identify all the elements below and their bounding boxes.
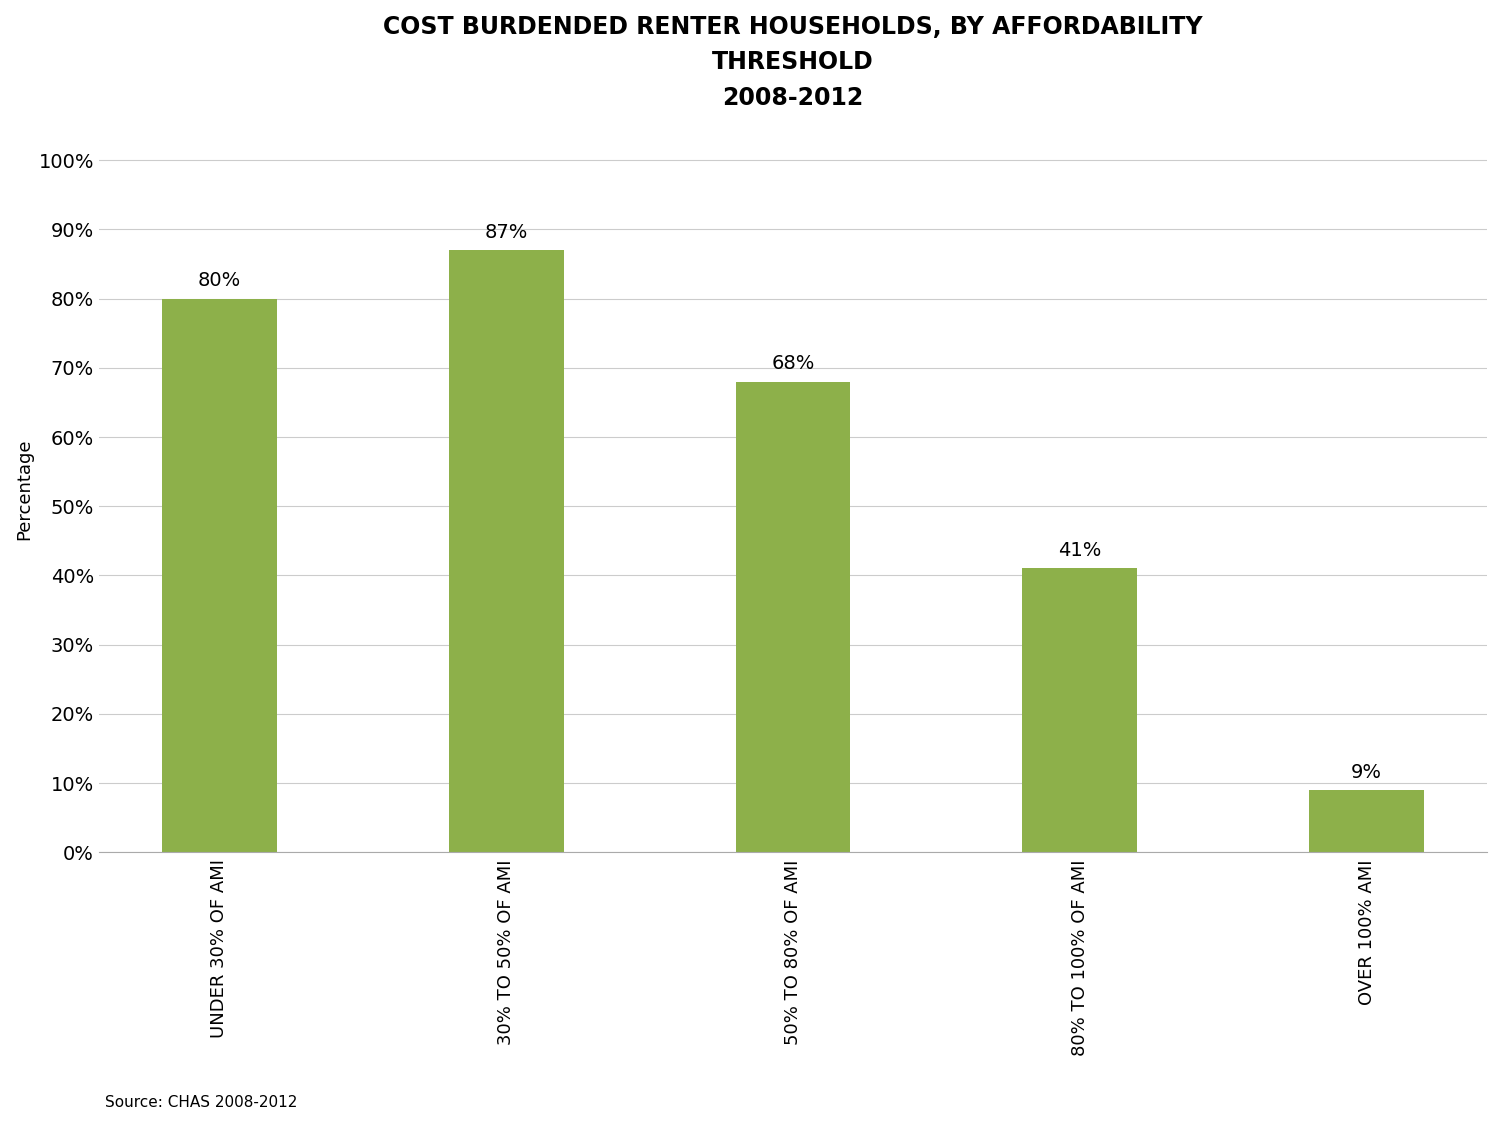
Bar (1310, 790, 1424, 852)
Text: 9%: 9% (1350, 763, 1382, 782)
Bar (736, 382, 850, 852)
Text: 80%: 80% (198, 272, 240, 291)
Bar (162, 299, 276, 852)
Text: 41%: 41% (1057, 541, 1101, 560)
Bar (1023, 568, 1137, 852)
Title: COST BURDENDED RENTER HOUSEHOLDS, BY AFFORDABILITY
THRESHOLD
2008-2012: COST BURDENDED RENTER HOUSEHOLDS, BY AFF… (383, 15, 1203, 109)
Y-axis label: Percentage: Percentage (15, 438, 33, 540)
Bar (449, 250, 563, 852)
Text: Source: CHAS 2008-2012: Source: CHAS 2008-2012 (105, 1095, 297, 1110)
Text: 87%: 87% (485, 223, 527, 242)
Text: 68%: 68% (771, 354, 814, 373)
